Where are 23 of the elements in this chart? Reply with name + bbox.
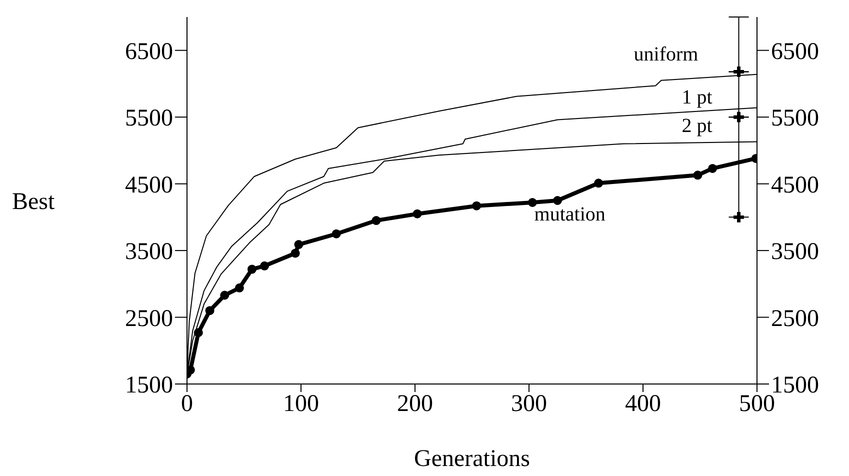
y-tick-label: 2500 xyxy=(125,306,173,332)
x-tick-label: 500 xyxy=(739,391,775,418)
series-label: 2 pt xyxy=(682,114,713,137)
x-tick-label: 400 xyxy=(625,391,661,418)
y-axis-title: Best xyxy=(12,189,55,216)
y-tick-label: 6500 xyxy=(125,38,173,65)
y-tick-label: 4500 xyxy=(125,172,173,198)
y2-tick-label: 4500 xyxy=(771,172,819,198)
x-tick-label: 300 xyxy=(511,391,547,418)
x-tick-label: 100 xyxy=(283,391,319,418)
y2-tick-label: 2500 xyxy=(771,306,819,332)
y-tick-label: 3500 xyxy=(125,239,173,266)
y2-tick-label: 6500 xyxy=(771,38,819,65)
y2-tick-label: 5500 xyxy=(771,106,819,132)
y2-tick-label: 3500 xyxy=(771,239,819,266)
y-tick-label: 5500 xyxy=(125,106,173,132)
x-tick-label: 0 xyxy=(181,391,193,418)
series-label: 1 pt xyxy=(682,86,713,109)
series-label: mutation xyxy=(534,203,606,226)
x-axis-title: Generations xyxy=(414,446,530,472)
x-tick-label: 200 xyxy=(397,391,433,418)
y-tick-label: 1500 xyxy=(125,372,173,399)
series-label: uniform xyxy=(634,43,699,66)
